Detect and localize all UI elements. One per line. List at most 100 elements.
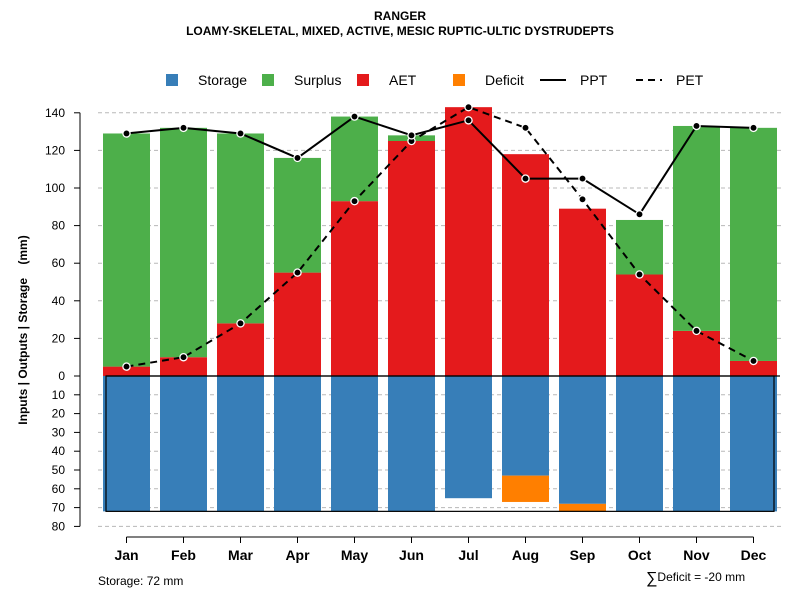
deficit-summary: ∑Deficit = -20 mm — [646, 570, 745, 588]
pet-point — [692, 326, 701, 336]
y-tick-label: 140 — [45, 106, 65, 120]
surplus-bar — [103, 133, 150, 367]
pet-point — [521, 123, 530, 133]
pet-point — [122, 362, 131, 371]
legend-label-storage: Storage — [198, 72, 247, 88]
x-tick-label: Sep — [570, 547, 596, 563]
storage-bar — [616, 376, 663, 512]
storage-bar — [103, 376, 150, 512]
y-tick-label: 30 — [52, 425, 66, 439]
aet-bar — [388, 141, 435, 376]
ppt-point — [635, 210, 644, 219]
storage-bar — [673, 376, 720, 512]
aet-bar — [616, 274, 663, 376]
x-tick-label: Jun — [399, 547, 424, 563]
legend-swatch-aet — [357, 74, 369, 86]
ppt-point — [350, 112, 359, 121]
y-tick-label: 120 — [45, 143, 65, 157]
x-tick-label: Mar — [228, 547, 253, 563]
aet-bar — [502, 154, 549, 376]
deficit-summary-text: Deficit = -20 mm — [657, 570, 746, 584]
pet-point — [635, 270, 644, 279]
legend-label-deficit: Deficit — [485, 72, 524, 88]
x-tick-label: Nov — [683, 547, 710, 563]
ppt-point — [407, 131, 416, 140]
y-tick-label: 60 — [52, 256, 66, 270]
pet-point — [749, 356, 758, 366]
aet-bar — [673, 330, 720, 376]
y-tick-label: 0 — [58, 369, 65, 383]
pet-point — [578, 195, 587, 204]
pet-point — [236, 319, 245, 328]
legend-swatch-surplus — [262, 74, 274, 86]
aet-bar — [103, 366, 150, 376]
surplus-bar — [730, 127, 777, 361]
y-axis-label: Inputs | Outputs | Storage (mm) — [16, 235, 30, 424]
storage-bar — [388, 376, 435, 512]
storage-bar — [217, 376, 264, 512]
aet-bar — [331, 201, 378, 376]
x-tick-label: Aug — [512, 547, 539, 563]
ppt-point — [179, 123, 188, 133]
chart-subtitle: LOAMY-SKELETAL, MIXED, ACTIVE, MESIC RUP… — [186, 24, 614, 38]
storage-bar — [274, 376, 321, 512]
surplus-bar — [616, 219, 663, 275]
x-tick-label: Jan — [114, 547, 138, 563]
y-tick-label: 20 — [52, 331, 66, 345]
storage-bar — [445, 376, 492, 499]
aet-bar — [445, 107, 492, 376]
x-tick-label: Oct — [628, 547, 652, 563]
aet-bar — [217, 323, 264, 376]
y-tick-label: 10 — [52, 388, 66, 402]
storage-bar — [502, 376, 549, 476]
ppt-point — [749, 123, 758, 133]
y-tick-label: 80 — [52, 519, 66, 533]
x-tick-label: Apr — [285, 547, 310, 563]
legend-label-aet: AET — [389, 72, 417, 88]
pet-point — [464, 102, 473, 112]
storage-summary: Storage: 72 mm — [98, 574, 184, 588]
y-tick-label: 50 — [52, 463, 66, 477]
y-tick-label: 40 — [52, 294, 66, 308]
surplus-bar — [217, 133, 264, 324]
aet-bar — [160, 357, 207, 376]
storage-bar — [331, 376, 378, 512]
legend-swatch-storage — [166, 74, 178, 86]
sum-symbol: ∑ — [646, 570, 658, 587]
aet-bar — [274, 272, 321, 376]
surplus-bar — [331, 116, 378, 202]
ppt-line — [126, 115, 754, 216]
pet-point — [350, 196, 359, 206]
y-tick-label: 80 — [52, 219, 66, 233]
x-tick-label: Feb — [171, 547, 196, 563]
ppt-point — [578, 174, 587, 183]
chart-title: RANGER — [373, 9, 426, 23]
legend-label-surplus: Surplus — [294, 72, 341, 88]
ppt-point — [236, 129, 245, 138]
storage-bar — [730, 376, 777, 512]
y-tick-label: 60 — [52, 482, 66, 496]
legend-swatch-deficit — [453, 74, 465, 86]
x-tick-label: May — [341, 547, 368, 563]
pet-line — [126, 106, 754, 368]
y-tick-label: 70 — [52, 501, 66, 515]
ppt-point — [692, 121, 701, 131]
pet-point — [293, 268, 302, 277]
ppt-point — [521, 174, 530, 183]
storage-bar — [559, 376, 606, 504]
x-tick-label: Jul — [458, 547, 478, 563]
storage-bar — [160, 376, 207, 512]
legend-label-ppt: PPT — [580, 72, 608, 88]
pet-point — [179, 352, 188, 362]
y-tick-label: 40 — [52, 444, 66, 458]
x-tick-label: Dec — [741, 547, 767, 563]
y-tick-label: 20 — [52, 407, 66, 421]
ppt-point — [464, 116, 473, 125]
deficit-bar — [502, 475, 549, 502]
surplus-bar — [274, 157, 321, 273]
ppt-point — [122, 129, 131, 138]
legend-label-pet: PET — [676, 72, 704, 88]
surplus-bar — [160, 127, 207, 358]
surplus-bar — [673, 125, 720, 331]
